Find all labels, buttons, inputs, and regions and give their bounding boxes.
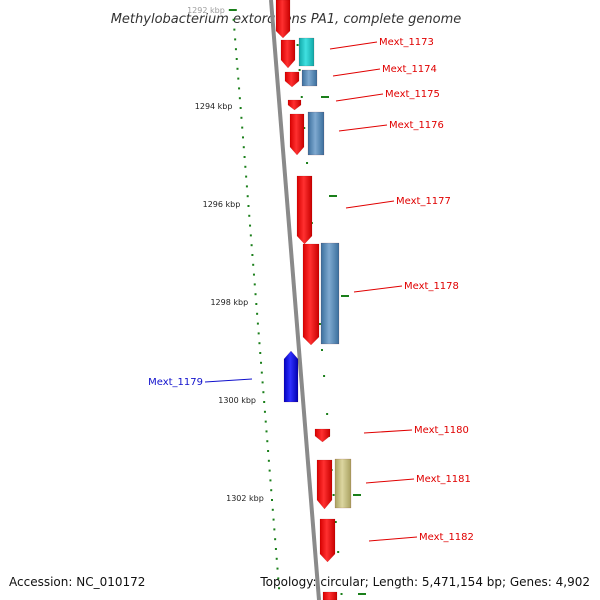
gene-label[interactable]: Mext_1173: [379, 37, 434, 48]
accession-text: Accession: NC_010172: [9, 575, 145, 589]
gene-leader-line: [338, 124, 388, 132]
gene-mext-1177-arrow[interactable]: [296, 175, 313, 245]
tick-layer: 1292 kbp 1294 kbp 1296 kbp 1298 kbp 1300 kbp…: [187, 6, 366, 595]
gene-mext-1181-arrow[interactable]: [316, 459, 333, 510]
gene-leader-line: [329, 41, 378, 50]
gene-mext-1174-arrow[interactable]: [284, 71, 300, 88]
gene-mext-1181-feature[interactable]: [334, 458, 352, 509]
gene-mext-1183-arrow[interactable]: [322, 591, 338, 600]
gene-leader-line: [345, 200, 395, 209]
gene-leader-line: [332, 68, 381, 77]
gene-label[interactable]: Mext_1180: [414, 425, 469, 436]
gene-label[interactable]: Mext_1175: [385, 89, 440, 100]
genome-axis: [269, 0, 321, 600]
gene-leader-line: [204, 378, 253, 383]
gene-label[interactable]: Mext_1177: [396, 196, 451, 207]
gene-mext-1179-arrow[interactable]: [283, 350, 299, 403]
scale-tick-label: 1302 kbp: [226, 494, 264, 503]
gene-label[interactable]: Mext_1174: [382, 64, 437, 75]
scale-tick-label: 1298 kbp: [210, 298, 248, 307]
gene-mext-1178-arrow[interactable]: [302, 243, 320, 346]
gene-mext-1173-arrow[interactable]: [280, 39, 296, 69]
gene-leader-line: [365, 478, 415, 484]
gene-mext-1175-arrow[interactable]: [287, 99, 302, 111]
scale-tick-label: 1292 kbp: [187, 6, 225, 15]
gene-mext-1182-arrow[interactable]: [319, 518, 336, 563]
gene-leader-line: [335, 93, 384, 102]
gene-mext-1176-arrow[interactable]: [289, 113, 305, 156]
gene-leader-line: [363, 429, 413, 434]
gene-layer: [275, 0, 352, 600]
gene-label[interactable]: Mext_1178: [404, 281, 459, 292]
gene-leader-line: [353, 285, 403, 293]
gene-mext-1172-arrow[interactable]: [275, 0, 291, 39]
label-layer: Mext_1173 Mext_1174 Mext_1175 Mext_1176 Mext…: [148, 37, 474, 543]
scale-tick-label: 1294 kbp: [195, 102, 233, 111]
scale-tick-label: 1296 kbp: [203, 200, 241, 209]
genome-summary-text: Topology: circular; Length: 5,471,154 bp…: [259, 575, 590, 589]
gene-mext-1180-arrow[interactable]: [314, 428, 331, 443]
gene-mext-1176-feature[interactable]: [307, 111, 325, 156]
gene-mext-1173-feature[interactable]: [298, 37, 315, 67]
gene-label[interactable]: Mext_1176: [389, 120, 444, 131]
gene-label[interactable]: Mext_1182: [419, 532, 474, 543]
gene-mext-1174-feature[interactable]: [301, 69, 318, 87]
gene-mext-1178-feature[interactable]: [320, 242, 340, 345]
gene-label[interactable]: Mext_1179: [148, 377, 203, 388]
gene-label[interactable]: Mext_1181: [416, 474, 471, 485]
scale-tick-label: 1300 kbp: [218, 396, 256, 405]
gene-leader-line: [368, 536, 418, 542]
